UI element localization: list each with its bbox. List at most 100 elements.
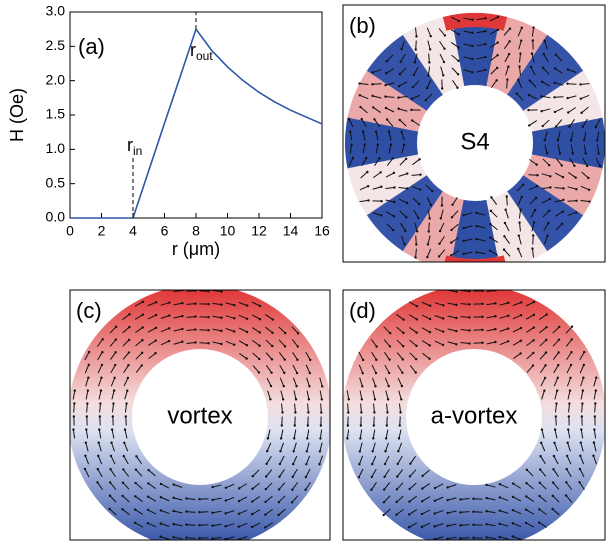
arrow-head [428, 217, 431, 220]
arrow-head [519, 352, 522, 355]
arrow-head [159, 509, 162, 512]
arrow-head [567, 415, 571, 418]
arrow-head [185, 523, 188, 526]
arrow [569, 157, 575, 167]
arrow [386, 403, 388, 413]
arrow [452, 79, 458, 89]
arrow-head [277, 513, 280, 517]
arrow [84, 351, 90, 361]
arrow [555, 403, 557, 413]
arrow [539, 508, 547, 516]
arrow [450, 29, 460, 35]
arrow-head [586, 164, 589, 168]
arrow-head [451, 203, 454, 206]
arrow-head [220, 290, 223, 293]
arrow-head [462, 226, 465, 230]
arrow-head [270, 371, 273, 374]
arrow [305, 481, 311, 491]
plot-frame [69, 11, 323, 219]
arrow [570, 131, 574, 141]
arrow-head [594, 125, 598, 129]
arrow-head [511, 535, 514, 538]
domain [523, 70, 603, 133]
arrow-head [416, 216, 420, 220]
arrow-head [376, 143, 380, 146]
arrow [499, 510, 509, 514]
arrow [463, 17, 473, 21]
arrow [421, 301, 431, 307]
arrow-head [520, 39, 523, 42]
arrow-head [125, 402, 128, 405]
arrow [552, 326, 560, 334]
arrow [580, 83, 590, 85]
arrow-head [587, 188, 591, 191]
arrow [529, 80, 537, 88]
arrow [567, 212, 577, 216]
arrow-head [536, 174, 539, 177]
arrow [281, 403, 283, 413]
arrow-head [517, 78, 520, 82]
arrow-head [366, 170, 369, 174]
arrow [305, 351, 311, 361]
arrow [490, 67, 498, 75]
arrow-head [472, 523, 475, 527]
arrow-head [568, 125, 571, 128]
arrow-head [123, 441, 126, 445]
arrow-head [87, 376, 90, 379]
arrow-head [553, 81, 556, 85]
arrow-head [507, 52, 511, 56]
arrow [565, 495, 573, 503]
marker-sub: out [196, 49, 213, 63]
arrow-head [127, 338, 131, 342]
arrow [553, 469, 559, 477]
arrow [292, 468, 298, 478]
arrow-head [380, 185, 383, 188]
domain [506, 175, 584, 252]
arrow [98, 377, 102, 387]
arrow [512, 496, 522, 502]
arrow [358, 455, 364, 465]
arrow [434, 536, 444, 540]
arrow [451, 264, 459, 268]
arrow-head [361, 385, 364, 388]
arrow-head [449, 254, 453, 257]
arrow [371, 364, 377, 374]
arrow-head [121, 494, 124, 498]
arrow-head [387, 130, 391, 133]
arrow [400, 222, 406, 232]
arrow-head [84, 454, 87, 457]
arrow-head [141, 326, 144, 329]
arrow-head [284, 331, 287, 335]
arrow [538, 522, 548, 528]
arrow-head [561, 210, 565, 213]
arrow [278, 339, 286, 347]
arrow [569, 119, 575, 127]
arrow-head [506, 78, 509, 81]
arrow-head [361, 358, 365, 362]
arrow-head [484, 42, 487, 46]
arrow-head [554, 415, 557, 418]
arrow [84, 455, 90, 465]
arrow-head [414, 48, 417, 51]
arrow [401, 144, 405, 154]
arrow-head [532, 351, 535, 355]
arrow [415, 248, 417, 258]
arrow [512, 301, 522, 307]
arrow-head [575, 211, 578, 214]
arrow [225, 483, 235, 489]
arrow [265, 339, 273, 347]
arrow [486, 510, 496, 514]
arrow-head [494, 327, 497, 331]
arrow [239, 352, 247, 360]
arrow-head [556, 139, 560, 142]
arrow [486, 328, 496, 332]
arrow-head [556, 376, 559, 380]
arrow-head [86, 402, 89, 405]
domain [345, 116, 419, 169]
arrow [385, 442, 389, 452]
arrow-head [568, 402, 571, 405]
arrow-head [578, 467, 582, 471]
arrow [386, 54, 394, 62]
arrow [476, 238, 486, 242]
arrow [305, 468, 311, 478]
